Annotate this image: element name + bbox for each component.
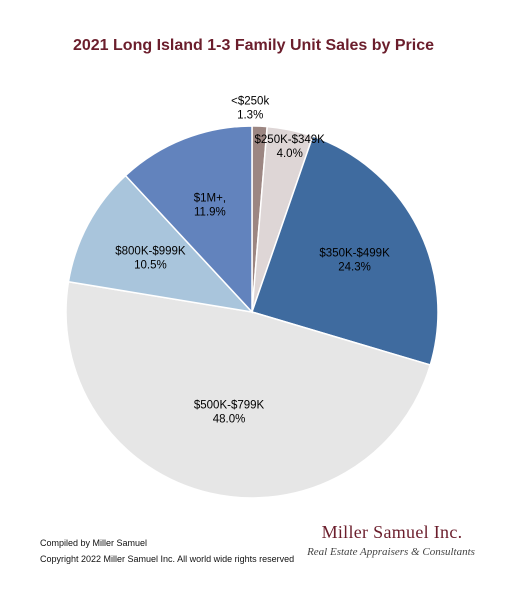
pie-slice [124,125,253,314]
slice-category-label: <$250k [231,95,269,107]
compiled-by-text: Compiled by Miller Samuel [40,538,148,548]
copyright-text: Copyright 2022 Miller Samuel Inc. All wo… [40,554,295,564]
slice-percent-label: 4.0% [277,148,303,160]
slice-percent-label: 1.3% [237,109,263,121]
brand-logo-name: Miller Samuel Inc. [321,522,463,542]
pie-slice [67,174,255,314]
chart-title: 2021 Long Island 1-3 Family Unit Sales b… [72,37,435,54]
slice-percent-label: 48.0% [213,414,246,426]
pie-slice [65,280,432,499]
slice-category-label: $350K-$499K [319,247,390,259]
slice-category-label: $250K-$349K [255,134,326,146]
slice-category-label: $500K-$799K [194,400,265,412]
slice-percent-label: 11.9% [194,207,226,219]
footer-credits: Compiled by Miller Samuel Copyright 2022… [40,535,294,567]
slice-percent-label: 10.5% [134,259,167,271]
pie-slice [251,135,439,366]
slice-category-label: $800K-$999K [115,245,186,257]
slice-category-label: $1M+, [194,193,226,205]
slice-percent-label: 24.3% [338,261,371,273]
brand-logo-tagline: Real Estate Appraisers & Consultants [307,546,475,558]
